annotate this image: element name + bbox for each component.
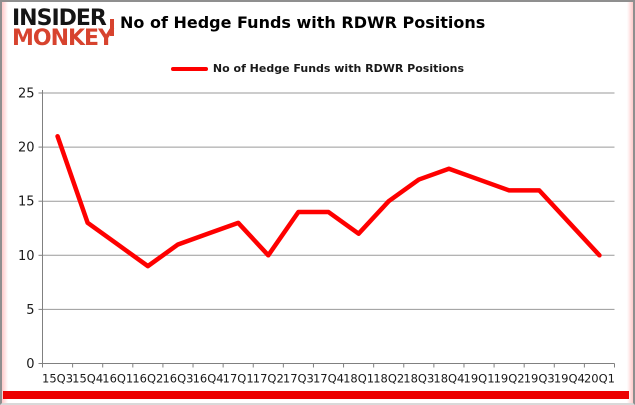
x-tick-label: 19Q4 [554,372,585,386]
x-tick-label: 16Q4 [193,372,224,386]
x-tick-label: 15Q3 [42,372,73,386]
insider-monkey-logo: INSIDER MONKEY [12,6,114,52]
x-tick-label: 19Q1 [464,372,495,386]
y-tick-label: 25 [18,87,35,102]
y-tick-label: 15 [18,195,35,210]
x-tick-label: 19Q2 [494,372,525,386]
y-tick-label: 0 [26,357,34,372]
x-tick-label: 16Q2 [132,372,163,386]
chart-title: No of Hedge Funds with RDWR Positions [120,13,486,32]
bottom-red-bar [3,391,629,399]
x-tick-label: 17Q3 [283,372,314,386]
x-tick-label: 20Q1 [584,372,615,386]
logo-accent-mark [110,19,114,36]
y-tick-label: 10 [18,249,35,264]
x-tick-label: 16Q3 [162,372,193,386]
y-tick-label: 5 [26,303,34,318]
legend: No of Hedge Funds with RDWR Positions [2,62,633,75]
legend-label: No of Hedge Funds with RDWR Positions [212,62,465,75]
x-tick-label: 17Q1 [223,372,254,386]
x-tick-label: 16Q1 [102,372,133,386]
x-tick-label: 15Q4 [72,372,103,386]
y-tick-label: 20 [18,141,35,156]
x-tick-label: 19Q3 [524,372,555,386]
x-tick-label: 18Q2 [373,372,404,386]
x-tick-label: 18Q1 [343,372,374,386]
x-tick-label: 17Q2 [253,372,284,386]
logo-word-insider: INSIDER [12,6,107,31]
legend-line-swatch [170,66,208,71]
logo-word-monkey: MONKEY [12,26,114,52]
x-tick-label: 18Q3 [403,372,434,386]
x-tick-label: 17Q4 [313,372,344,386]
data-line-series [55,134,602,269]
x-tick-label: 18Q4 [433,372,464,386]
